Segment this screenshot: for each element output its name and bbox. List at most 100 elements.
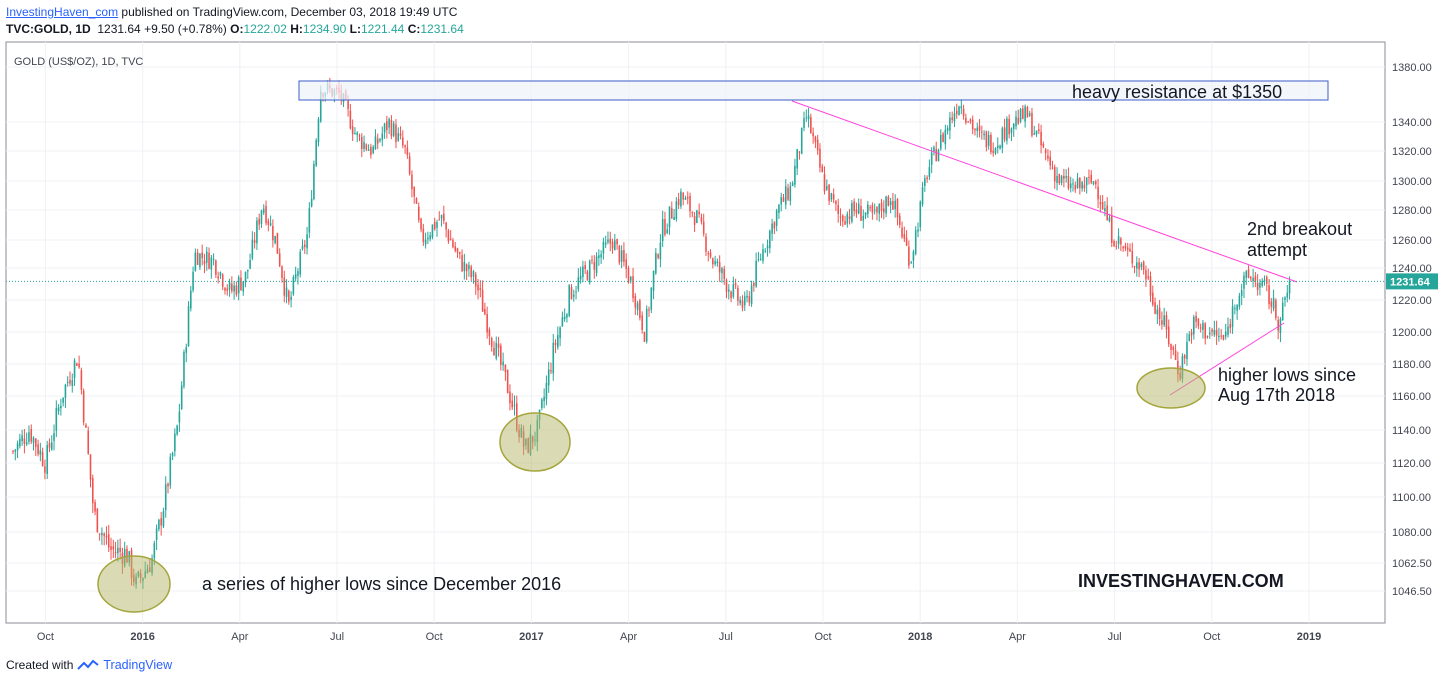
candle-body bbox=[1012, 123, 1015, 130]
candle-body bbox=[1286, 292, 1289, 298]
candle-body bbox=[34, 438, 37, 447]
candle-body bbox=[463, 261, 466, 272]
candle-body bbox=[632, 276, 634, 299]
y-tick-label: 1280.00 bbox=[1392, 205, 1432, 217]
candle-body bbox=[1240, 290, 1243, 296]
candle-body bbox=[351, 126, 354, 135]
candle-body bbox=[1252, 278, 1254, 282]
candle-body bbox=[614, 240, 616, 251]
x-tick-label: Jul bbox=[1108, 631, 1122, 643]
candle-body bbox=[912, 251, 915, 261]
candle-body bbox=[981, 131, 983, 133]
candle-body bbox=[19, 438, 21, 447]
candle-body bbox=[164, 484, 167, 511]
candle-body bbox=[962, 108, 965, 117]
candle-body bbox=[1097, 186, 1099, 200]
low-ellipse-3 bbox=[1136, 367, 1206, 409]
candle-body bbox=[1172, 346, 1175, 350]
candle-body bbox=[1247, 269, 1250, 278]
candle-body bbox=[1124, 245, 1127, 249]
candle-body bbox=[1049, 156, 1052, 166]
candle-body bbox=[1022, 108, 1024, 119]
candle-body bbox=[237, 277, 240, 294]
candle-body bbox=[841, 215, 844, 222]
candle-body bbox=[235, 285, 238, 295]
candle-body bbox=[114, 552, 117, 554]
x-tick-label: 2019 bbox=[1297, 631, 1321, 643]
candle-body bbox=[160, 518, 162, 526]
candle-body bbox=[1136, 262, 1138, 269]
published-text: published on TradingView.com, December 0… bbox=[121, 5, 458, 19]
candle-body bbox=[158, 519, 160, 530]
candle-body bbox=[1208, 332, 1211, 335]
candle-body bbox=[1259, 282, 1261, 288]
candle-body bbox=[764, 250, 767, 252]
candle-body bbox=[199, 253, 201, 268]
candle-body bbox=[960, 106, 963, 109]
candle-body bbox=[976, 127, 979, 131]
candle-body bbox=[1122, 246, 1124, 249]
candle-body bbox=[1031, 112, 1033, 136]
candle-body bbox=[627, 267, 630, 283]
candle-body bbox=[278, 253, 281, 267]
candle-body bbox=[162, 511, 165, 527]
candle-body bbox=[867, 204, 869, 215]
candle-body bbox=[274, 235, 276, 243]
candle-body bbox=[623, 250, 625, 262]
candle-body bbox=[1277, 320, 1279, 331]
candle-body bbox=[415, 198, 418, 204]
candle-body bbox=[919, 201, 922, 228]
candle-body bbox=[265, 205, 267, 224]
series-lows-annotation: a series of higher lows since December 2… bbox=[202, 574, 561, 594]
candle-body bbox=[896, 199, 899, 218]
candle-body bbox=[288, 290, 290, 302]
author-link[interactable]: InvestingHaven_com bbox=[6, 5, 119, 19]
candle-body bbox=[203, 260, 206, 265]
candle-body bbox=[730, 291, 732, 299]
candle-body bbox=[828, 184, 830, 202]
candle-body bbox=[1038, 129, 1040, 131]
candle-body bbox=[1227, 326, 1229, 335]
candle-body bbox=[443, 213, 445, 222]
candle-body bbox=[447, 230, 450, 242]
y-tick-label: 1300.00 bbox=[1392, 176, 1432, 188]
candle-body bbox=[372, 146, 374, 153]
candle-body bbox=[155, 528, 158, 541]
candle-body bbox=[803, 118, 805, 128]
candle-body bbox=[807, 115, 810, 120]
y-axis: 1046.50 1062.50 1080.00 1100.00 1120.00 1140.… bbox=[1392, 62, 1432, 598]
candle-body bbox=[256, 220, 258, 244]
candle-body bbox=[484, 308, 486, 315]
candle-body bbox=[1170, 344, 1172, 351]
candle-body bbox=[1156, 309, 1159, 315]
candle-body bbox=[1193, 316, 1195, 335]
candle-body bbox=[1147, 276, 1150, 279]
candle-body bbox=[810, 117, 812, 134]
candle-body bbox=[773, 222, 776, 229]
y-tick-label: 1340.00 bbox=[1392, 117, 1432, 129]
candle-body bbox=[317, 119, 320, 143]
candle-body bbox=[1229, 323, 1232, 329]
candle-body bbox=[550, 370, 552, 372]
candle-body bbox=[700, 217, 703, 222]
candle-body bbox=[557, 335, 559, 348]
candle-body bbox=[673, 217, 675, 221]
candle-body bbox=[379, 139, 381, 142]
candle-body bbox=[381, 133, 384, 140]
candle-body bbox=[1076, 178, 1079, 189]
candle-body bbox=[937, 149, 940, 162]
candle-body bbox=[652, 270, 655, 291]
candle-body bbox=[835, 201, 837, 205]
candle-body bbox=[985, 131, 988, 148]
candle-body bbox=[887, 196, 890, 206]
candle-body bbox=[454, 246, 457, 251]
footer: Created with TradingView bbox=[6, 658, 172, 672]
candle-body bbox=[96, 508, 99, 533]
candle-body bbox=[1088, 176, 1090, 178]
candle-body bbox=[1010, 128, 1013, 134]
tradingview-link[interactable]: TradingView bbox=[103, 658, 173, 672]
candle-body bbox=[1015, 116, 1017, 127]
candle-body bbox=[1104, 208, 1106, 212]
